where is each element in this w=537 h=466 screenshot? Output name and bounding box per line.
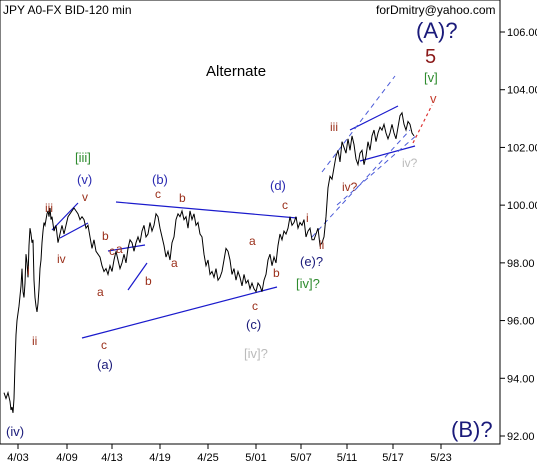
triangle-lower-trendline — [81, 286, 278, 339]
triangle-upper-trendline — [115, 201, 298, 219]
label-b-paren: (b) — [152, 172, 168, 187]
label-v-small: v — [82, 190, 88, 204]
x-axis-ticks: 4/03 4/09 4/13 4/19 4/25 5/01 5/07 5/11 5/17 5/23 — [7, 444, 452, 464]
label-c-top: c — [155, 187, 161, 201]
y-tick-label: 94.00 — [507, 373, 535, 385]
label-a-4: a — [249, 234, 256, 248]
label-a-2: a — [97, 285, 104, 299]
channel-dashed-2 — [311, 129, 411, 238]
label-c-2: c — [101, 338, 107, 352]
y-axis-ticks: 106.00 104.00 102.00 100.00 98.00 96.00 94.00 9… — [500, 27, 537, 443]
x-tick-label: 4/09 — [56, 452, 77, 464]
y-tick-label: 104.00 — [507, 85, 537, 97]
y-tick-label: 98.00 — [507, 258, 535, 270]
label-a-1: a — [116, 242, 123, 256]
label-b-2: b — [145, 274, 152, 288]
watermark: forDmitry@yahoo.com — [376, 3, 496, 17]
label-iii-small: iii — [45, 201, 53, 215]
label-iv-gray-question: iv? — [402, 156, 418, 170]
label-iv-green-question: [iv]? — [296, 276, 320, 291]
label-b-top: b — [179, 191, 186, 205]
ending-diagonal-upper — [349, 105, 399, 131]
label-d-paren: (d) — [270, 178, 286, 193]
label-v-paren: (v) — [77, 172, 92, 187]
label-iii-green: [iii] — [75, 150, 91, 165]
label-c-paren: (c) — [246, 317, 261, 332]
wave-labels: (A)? 5 [v] v [iii] (v) (b) c b iii v iv … — [6, 18, 493, 442]
x-tick-label: 4/25 — [197, 452, 218, 464]
label-b-question: (B)? — [451, 417, 493, 442]
label-iii-2: iii — [330, 120, 338, 134]
label-five: 5 — [425, 46, 436, 68]
label-iv-gray: [iv]? — [244, 346, 268, 361]
label-c-3: c — [252, 299, 258, 313]
x-tick-label: 5/07 — [290, 452, 311, 464]
y-tick-label: 100.00 — [507, 200, 537, 212]
label-iv-small: iv — [57, 252, 66, 266]
label-v-red: v — [430, 91, 437, 106]
x-tick-label: 5/17 — [382, 452, 403, 464]
y-tick-label: 106.00 — [507, 27, 537, 39]
forecast-path — [412, 104, 433, 144]
label-e-question: (e)? — [300, 254, 323, 269]
label-ii-2: ii — [319, 238, 324, 252]
label-a-question: (A)? — [416, 18, 458, 43]
chart-title: JPY A0-FX BID-120 min — [3, 3, 132, 17]
label-a-3: a — [171, 256, 178, 270]
x-tick-label: 4/13 — [101, 452, 122, 464]
label-i-small: i — [27, 264, 30, 278]
label-i-2: i — [306, 211, 309, 225]
y-tick-label: 96.00 — [507, 316, 535, 328]
x-tick-label: 5/23 — [430, 452, 451, 464]
x-tick-label: 5/11 — [337, 452, 358, 464]
y-tick-label: 102.00 — [507, 142, 537, 154]
ending-diagonal-lower — [359, 145, 416, 162]
x-tick-label: 4/03 — [7, 452, 28, 464]
label-a-paren: (a) — [97, 357, 113, 372]
label-c-4: c — [282, 198, 288, 212]
label-c-1: c — [109, 244, 115, 258]
x-tick-label: 5/01 — [245, 452, 266, 464]
annotation-alternate: Alternate — [206, 63, 266, 80]
wedge-line-2 — [59, 222, 89, 239]
label-ii-small: ii — [32, 334, 37, 348]
y-tick-label: 92.00 — [507, 431, 535, 443]
x-tick-label: 4/19 — [149, 452, 170, 464]
label-b-1: b — [102, 229, 109, 243]
wedge-line-4 — [107, 244, 146, 252]
label-iv-paren: (iv) — [6, 424, 24, 439]
wedge-line-3 — [127, 262, 148, 291]
label-v-green: [v] — [424, 70, 438, 85]
label-b-3: b — [273, 266, 280, 280]
label-iv-2-question: iv? — [342, 180, 358, 194]
price-series-line — [3, 111, 415, 413]
channel-dashed-1 — [321, 75, 396, 173]
